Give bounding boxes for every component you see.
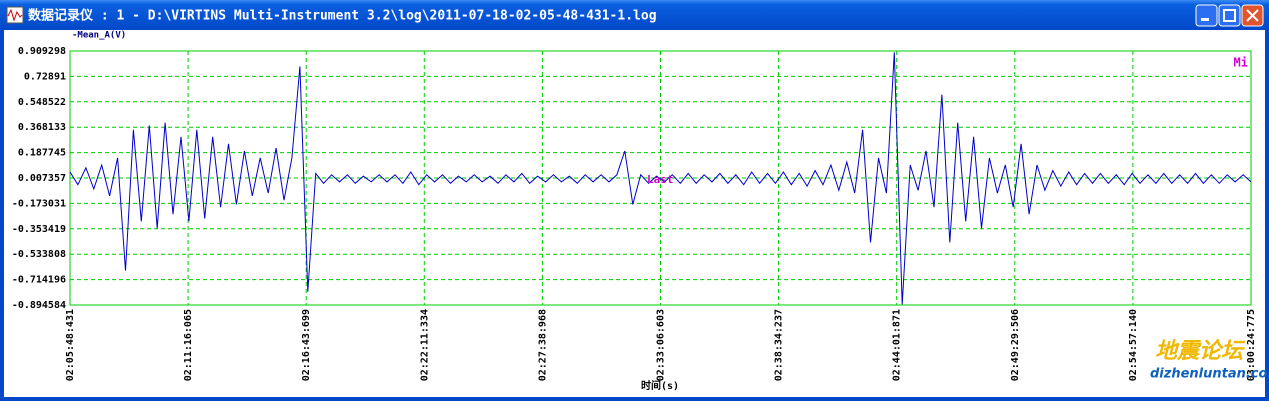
plot: 0.909298 0.72891 0.548522 0.368133 0.187745 0… [12, 46, 1257, 381]
marker-label: Mi [1234, 56, 1248, 70]
x-tick-label: 02:44:01:871 [892, 309, 903, 381]
window-title: 数据记录仪 : 1 - D:\VIRTINS Multi-Instrument … [28, 8, 657, 24]
x-tick-label: 02:05:48:431 [65, 309, 76, 381]
y-tick-label: 0.007357 [18, 173, 66, 184]
x-axis-label: 时间(s) [641, 379, 679, 392]
y-tick-label: -0.353419 [12, 224, 66, 235]
watermark: 地震论坛 [1155, 339, 1246, 364]
y-tick-label: -0.533808 [12, 249, 66, 260]
app-icon-wave [7, 8, 23, 22]
x-tick-label: 02:38:34:237 [774, 309, 785, 381]
marker-label: Last [647, 173, 674, 186]
x-tick-label: 02:49:29:506 [1010, 309, 1021, 381]
watermark-url: dizhenluntan.com [1150, 367, 1269, 382]
y-tick-label: -0.714196 [12, 275, 66, 286]
legend-entry: -Mean_A(V) [72, 31, 126, 41]
x-tick-label: 02:22:11:334 [419, 309, 430, 381]
x-tick-label: 02:33:06:603 [656, 309, 667, 381]
x-tick-label: 02:11:16:065 [183, 309, 194, 381]
maximize-glyph [1223, 9, 1236, 22]
app-icon [6, 6, 24, 24]
y-tick-label: -0.173031 [12, 198, 66, 209]
title-bar [0, 0, 1269, 30]
minimize-glyph [1201, 18, 1209, 21]
y-tick-label: 0.548522 [18, 97, 66, 108]
x-tick-label: 02:54:57:140 [1128, 309, 1139, 381]
minimize-button[interactable] [1195, 4, 1218, 27]
x-tick-label: 02:16:43:699 [301, 309, 312, 381]
signal-line [69, 52, 1252, 305]
y-tick-label: 0.72891 [24, 71, 66, 82]
y-tick-label: 0.368133 [18, 122, 66, 133]
y-tick-label: 0.909298 [18, 46, 66, 57]
y-tick-label: 0.187745 [18, 148, 66, 159]
maximize-button[interactable] [1218, 4, 1241, 27]
x-tick-label: 02:27:38:968 [537, 309, 548, 381]
close-glyph [1246, 9, 1259, 22]
x-tick-label: 03:00:24:775 [1246, 309, 1257, 381]
y-tick-label: -0.894584 [12, 300, 66, 311]
